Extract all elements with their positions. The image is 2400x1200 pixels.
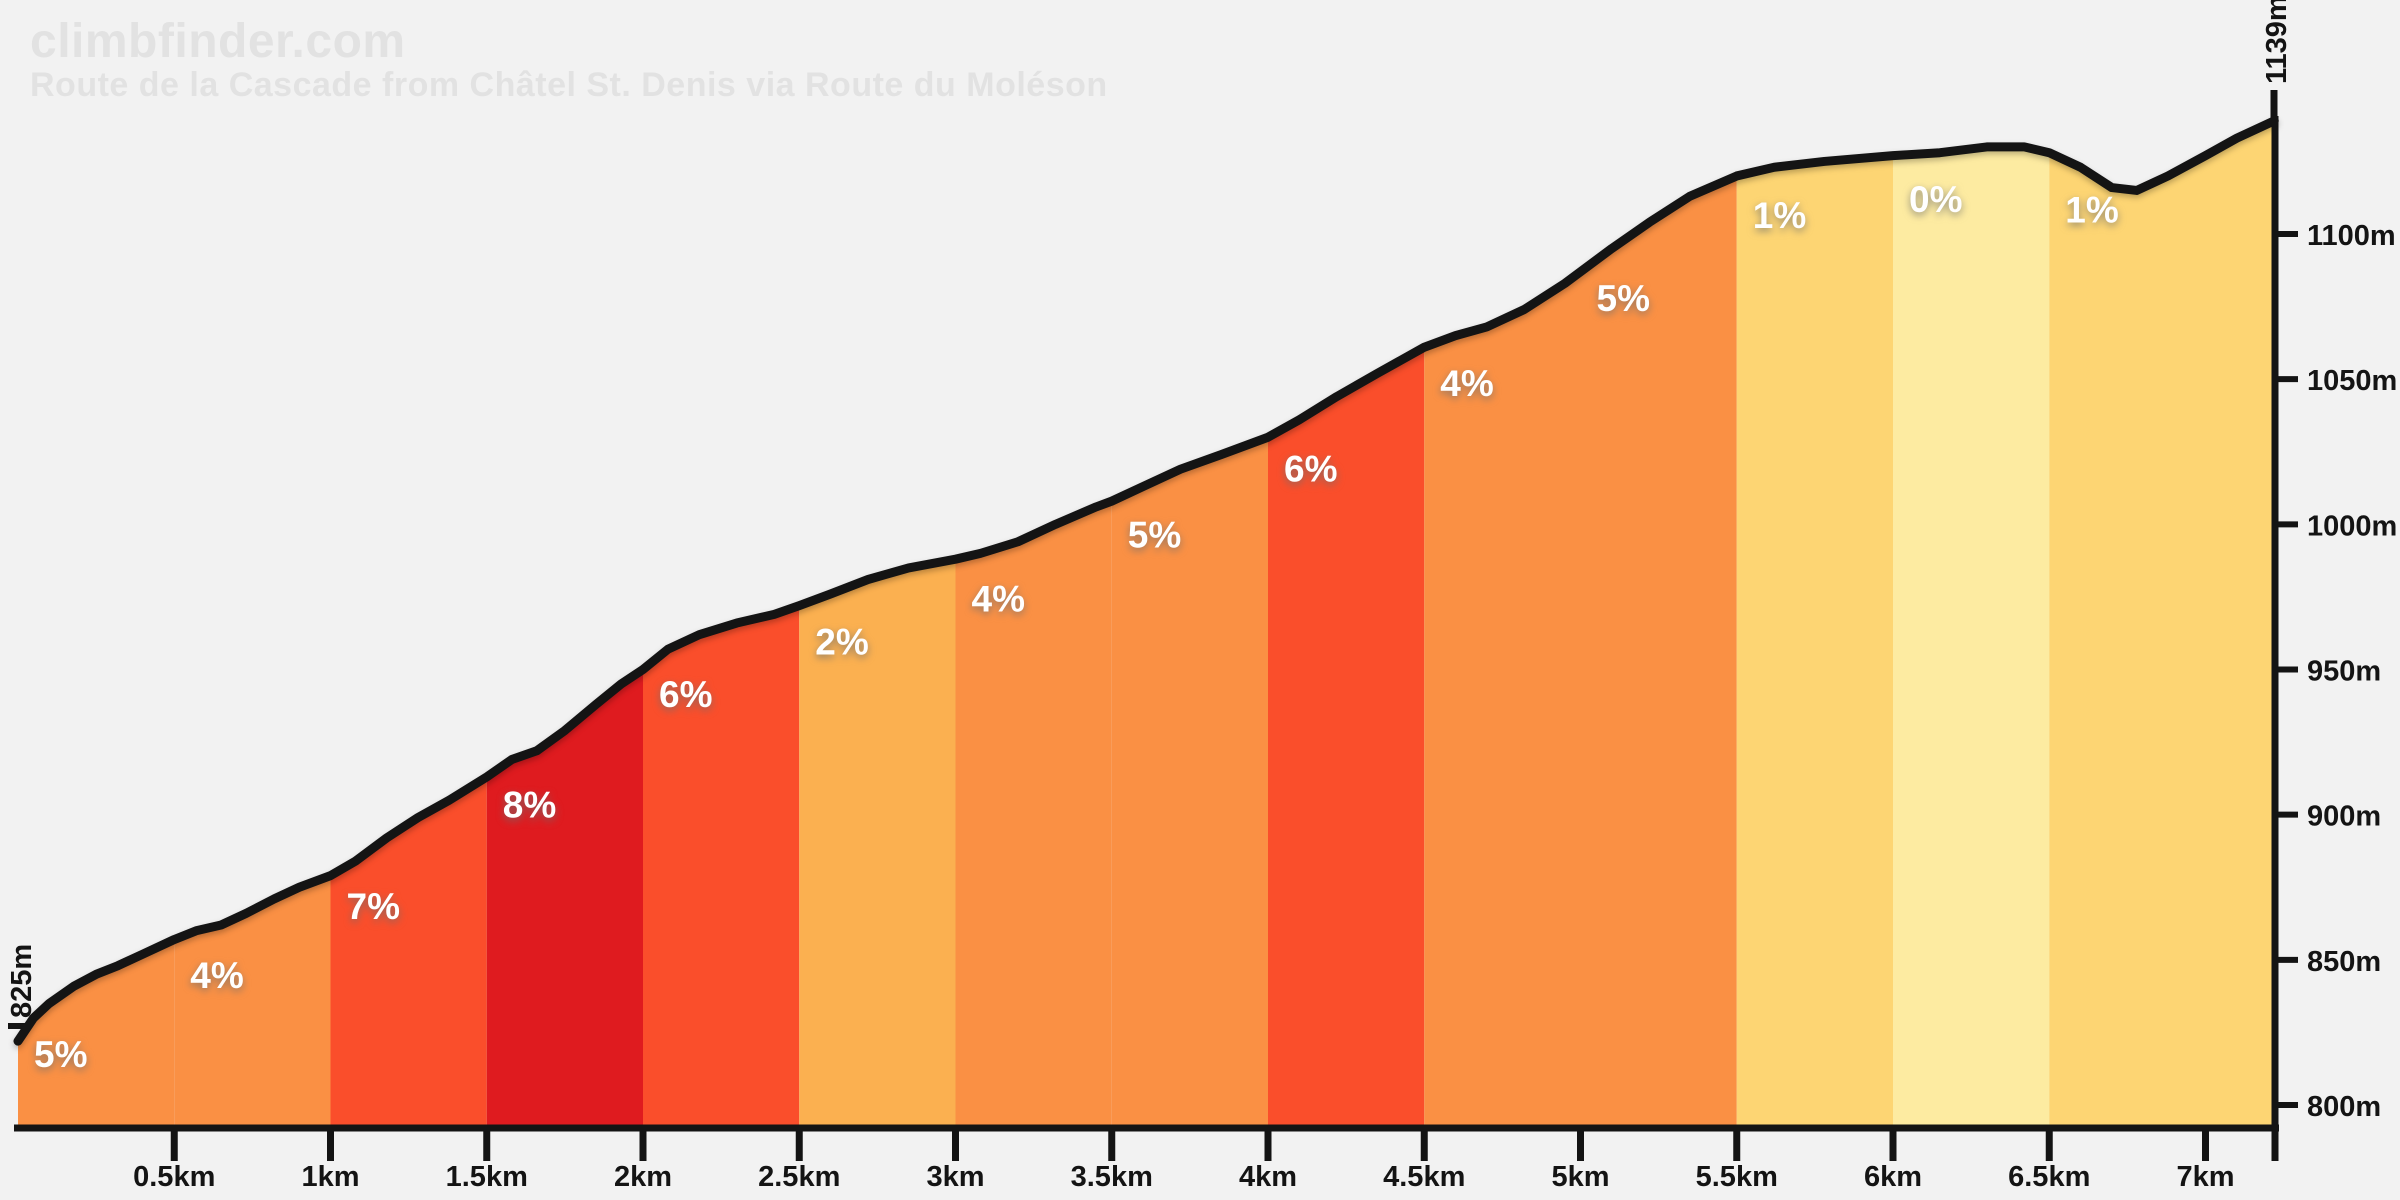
x-tick-label-4km: 4km (1239, 1161, 1297, 1193)
x-tick-label-4.5km: 4.5km (1383, 1161, 1465, 1193)
gradient-label-3-8%: 8% (503, 785, 556, 826)
segment-fill-5%-7 (1111, 437, 1268, 1127)
segment-fill-5%-10 (1580, 175, 1737, 1127)
gradient-label-13-1%: 1% (2065, 189, 2118, 230)
x-tick-label-2km: 2km (614, 1161, 672, 1193)
x-tick-label-2.5km: 2.5km (758, 1161, 840, 1193)
x-tick-label-6.5km: 6.5km (2008, 1161, 2090, 1193)
y-tick-label-800m: 800m (2307, 1091, 2381, 1123)
x-tick-label-1.5km: 1.5km (446, 1161, 528, 1193)
segment-fill-6%-4 (643, 605, 800, 1126)
segment-fill-5%-0 (18, 939, 175, 1126)
gradient-label-11-1%: 1% (1753, 195, 1806, 236)
segment-fill-8%-3 (486, 669, 643, 1126)
gradient-label-7-5%: 5% (1128, 515, 1181, 556)
y-tick-label-1100m: 1100m (2307, 220, 2396, 252)
gradient-label-5-2%: 2% (815, 621, 868, 662)
segment-fill-4%-9 (1424, 271, 1581, 1126)
x-tick-label-0.5km: 0.5km (133, 1161, 215, 1193)
gradient-label-12-0%: 0% (1909, 179, 1962, 220)
start-elevation-label: 825m (6, 944, 38, 1018)
chart-subtitle: Route de la Cascade from Châtel St. Deni… (30, 66, 1108, 104)
segment-fill-4%-6 (955, 501, 1112, 1126)
segment-fill-1%-13 (2049, 120, 2275, 1126)
x-tick-label-7km: 7km (2176, 1161, 2234, 1193)
y-tick-label-850m: 850m (2307, 946, 2381, 978)
gradient-label-8-6%: 6% (1284, 448, 1337, 489)
gradient-label-1-4%: 4% (190, 955, 243, 996)
x-tick-label-3.5km: 3.5km (1071, 1161, 1153, 1193)
x-tick-label-5km: 5km (1551, 1161, 1609, 1193)
gradient-label-2-7%: 7% (347, 886, 400, 927)
segment-fill-6%-8 (1268, 347, 1425, 1126)
x-tick-label-6km: 6km (1864, 1161, 1922, 1193)
segment-fill-7%-2 (330, 776, 487, 1126)
gradient-label-4-6%: 6% (659, 674, 712, 715)
segment-fill-0%-12 (1893, 146, 2050, 1126)
gradient-label-9-4%: 4% (1440, 363, 1493, 404)
profile-line (13, 116, 2279, 1046)
segment-fill-1%-11 (1736, 155, 1893, 1126)
gradient-label-6-4%: 4% (972, 578, 1025, 619)
y-tick-label-900m: 900m (2307, 801, 2381, 833)
gradient-label-10-5%: 5% (1597, 278, 1650, 319)
climbfinder-logo: climbfinder.com (30, 15, 406, 68)
y-tick-label-1000m: 1000m (2307, 510, 2397, 542)
x-tick-label-5.5km: 5.5km (1696, 1161, 1778, 1193)
gradient-label-0-5%: 5% (34, 1034, 87, 1075)
summit-elevation-label: 1139m (2261, 0, 2293, 84)
x-tick-label-1km: 1km (301, 1161, 359, 1193)
y-tick-label-950m: 950m (2307, 656, 2381, 688)
y-tick-label-1050m: 1050m (2307, 365, 2397, 397)
segment-fill-4%-1 (174, 875, 331, 1126)
x-tick-label-3km: 3km (926, 1161, 984, 1193)
segment-fill-2%-5 (799, 559, 956, 1126)
